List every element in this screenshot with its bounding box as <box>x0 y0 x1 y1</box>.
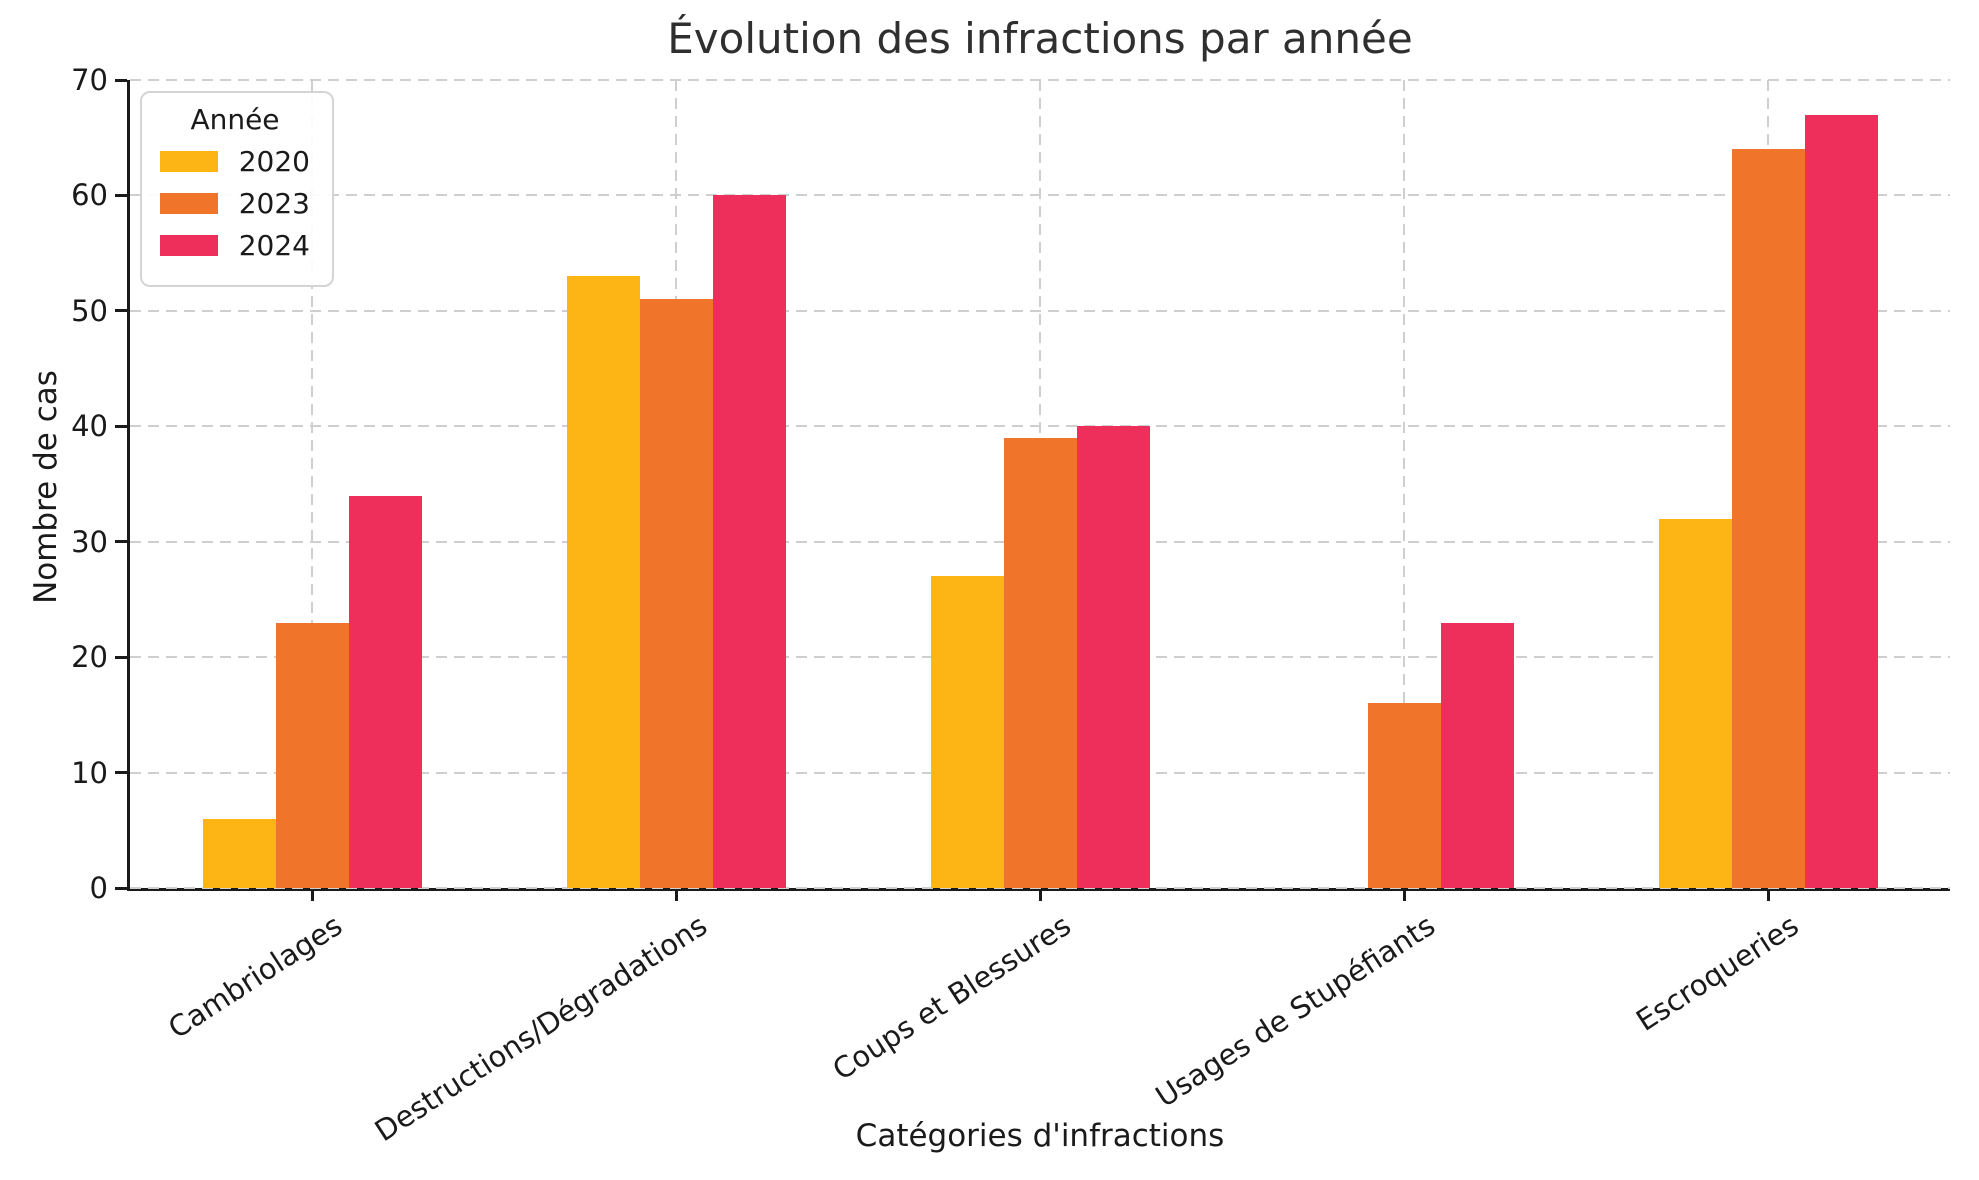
x-tick-label: Coups et Blessures <box>826 908 1077 1087</box>
y-tick-mark <box>115 309 127 313</box>
x-gridline <box>311 80 313 888</box>
legend: Année 2020 2023 2024 <box>140 91 334 287</box>
bar-2024-Usages de Stupéfiants <box>1440 622 1514 888</box>
bar-2023-Cambriolages <box>275 622 349 888</box>
x-tick-label: Cambriolages <box>162 908 349 1046</box>
x-gridline <box>1403 80 1405 888</box>
y-tick-mark <box>115 886 127 890</box>
y-tick-label: 20 <box>71 640 108 675</box>
legend-label: 2024 <box>238 229 310 262</box>
x-tick-mark <box>310 891 314 901</box>
y-tick-label: 10 <box>71 755 108 790</box>
legend-swatch-icon <box>160 193 218 214</box>
bar-2020-Escroqueries <box>1658 518 1732 888</box>
y-tick-mark <box>115 771 127 775</box>
y-tick-label: 30 <box>71 524 108 559</box>
bar-2024-Escroqueries <box>1804 114 1878 888</box>
y-axis-spine <box>127 80 130 891</box>
legend-label: 2023 <box>238 187 310 220</box>
legend-item: 2020 <box>160 145 310 178</box>
legend-title: Année <box>190 103 280 136</box>
y-tick-mark <box>115 540 127 544</box>
x-tick-label: Usages de Stupéfiants <box>1149 908 1441 1114</box>
plot-area <box>115 78 1950 901</box>
x-tick-mark <box>1402 891 1406 901</box>
y-tick-label: 0 <box>89 871 108 905</box>
legend-swatch-icon <box>160 151 218 172</box>
bar-2023-Destructions/Dégradations <box>639 299 713 888</box>
bar-2020-Coups et Blessures <box>930 576 1004 888</box>
y-tick-label: 60 <box>71 178 108 213</box>
x-axis-spine <box>127 888 1950 891</box>
x-tick-mark <box>1766 891 1770 901</box>
x-tick-label: Destructions/Dégradations <box>368 908 713 1149</box>
legend-label: 2020 <box>238 145 310 178</box>
x-axis-label: Catégories d'infractions <box>855 1118 1225 1154</box>
legend-swatch-icon <box>160 235 218 256</box>
bar-2023-Usages de Stupéfiants <box>1367 703 1441 888</box>
y-tick-mark <box>115 655 127 659</box>
y-tick-mark <box>115 78 127 82</box>
bar-2023-Escroqueries <box>1731 149 1805 888</box>
legend-item: 2023 <box>160 187 310 220</box>
x-tick-mark <box>674 891 678 901</box>
x-tick-mark <box>1038 891 1042 901</box>
chart-title: Évolution des infractions par année <box>667 14 1413 63</box>
bar-2024-Destructions/Dégradations <box>712 195 786 888</box>
bar-2020-Cambriolages <box>202 818 276 888</box>
y-tick-label: 70 <box>71 63 108 97</box>
x-tick-label: Escroqueries <box>1630 908 1805 1038</box>
legend-item: 2024 <box>160 229 310 262</box>
y-tick-mark <box>115 424 127 428</box>
bar-2024-Coups et Blessures <box>1076 426 1150 888</box>
y-tick-mark <box>115 193 127 197</box>
bar-2020-Destructions/Dégradations <box>566 276 640 888</box>
bar-2023-Coups et Blessures <box>1003 437 1077 888</box>
y-gridline <box>130 887 1950 889</box>
y-tick-label: 40 <box>71 409 108 444</box>
y-tick-label: 50 <box>71 293 108 328</box>
bar-2024-Cambriolages <box>348 495 422 888</box>
